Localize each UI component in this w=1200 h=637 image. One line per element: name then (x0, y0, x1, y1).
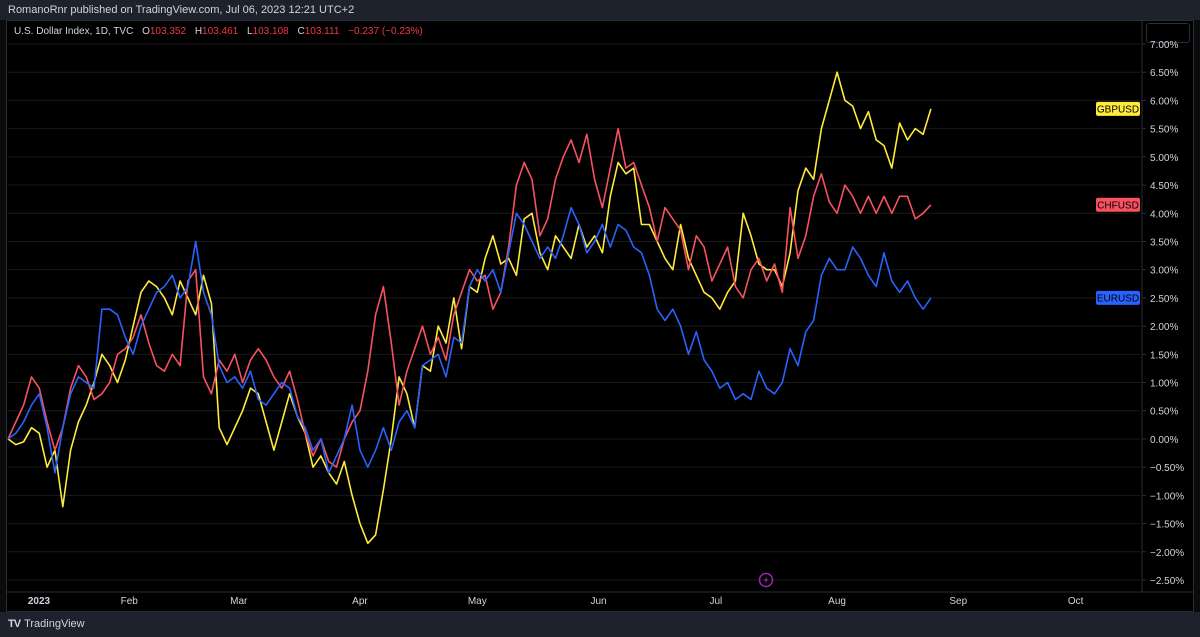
close-value: 103.111 (304, 26, 340, 37)
change-value: −0.237 (−0.23%) (348, 26, 423, 37)
low-label: L (246, 26, 253, 37)
footer-bar: TV TradingView (0, 612, 1200, 637)
close-label: C (297, 26, 305, 37)
publish-info: RomanoRnr published on TradingView.com, … (8, 4, 355, 16)
symbol-legend: U.S. Dollar Index, 1D, TVC O103.352 H103… (14, 26, 423, 38)
brand-label: TradingView (24, 618, 85, 630)
chart-frame[interactable] (6, 20, 1194, 612)
scale-settings-button[interactable] (1146, 23, 1190, 43)
open-value: 103.352 (149, 26, 187, 37)
low-value: 103.108 (252, 26, 289, 37)
tradingview-logo-icon: TV (8, 618, 21, 630)
open-label: O (142, 26, 150, 37)
high-value: 103.461 (202, 26, 239, 37)
symbol-title: U.S. Dollar Index, 1D, TVC (14, 26, 134, 37)
high-label: H (194, 26, 203, 37)
publish-header: RomanoRnr published on TradingView.com, … (0, 0, 1200, 20)
tradingview-brand[interactable]: TV TradingView (8, 612, 85, 637)
